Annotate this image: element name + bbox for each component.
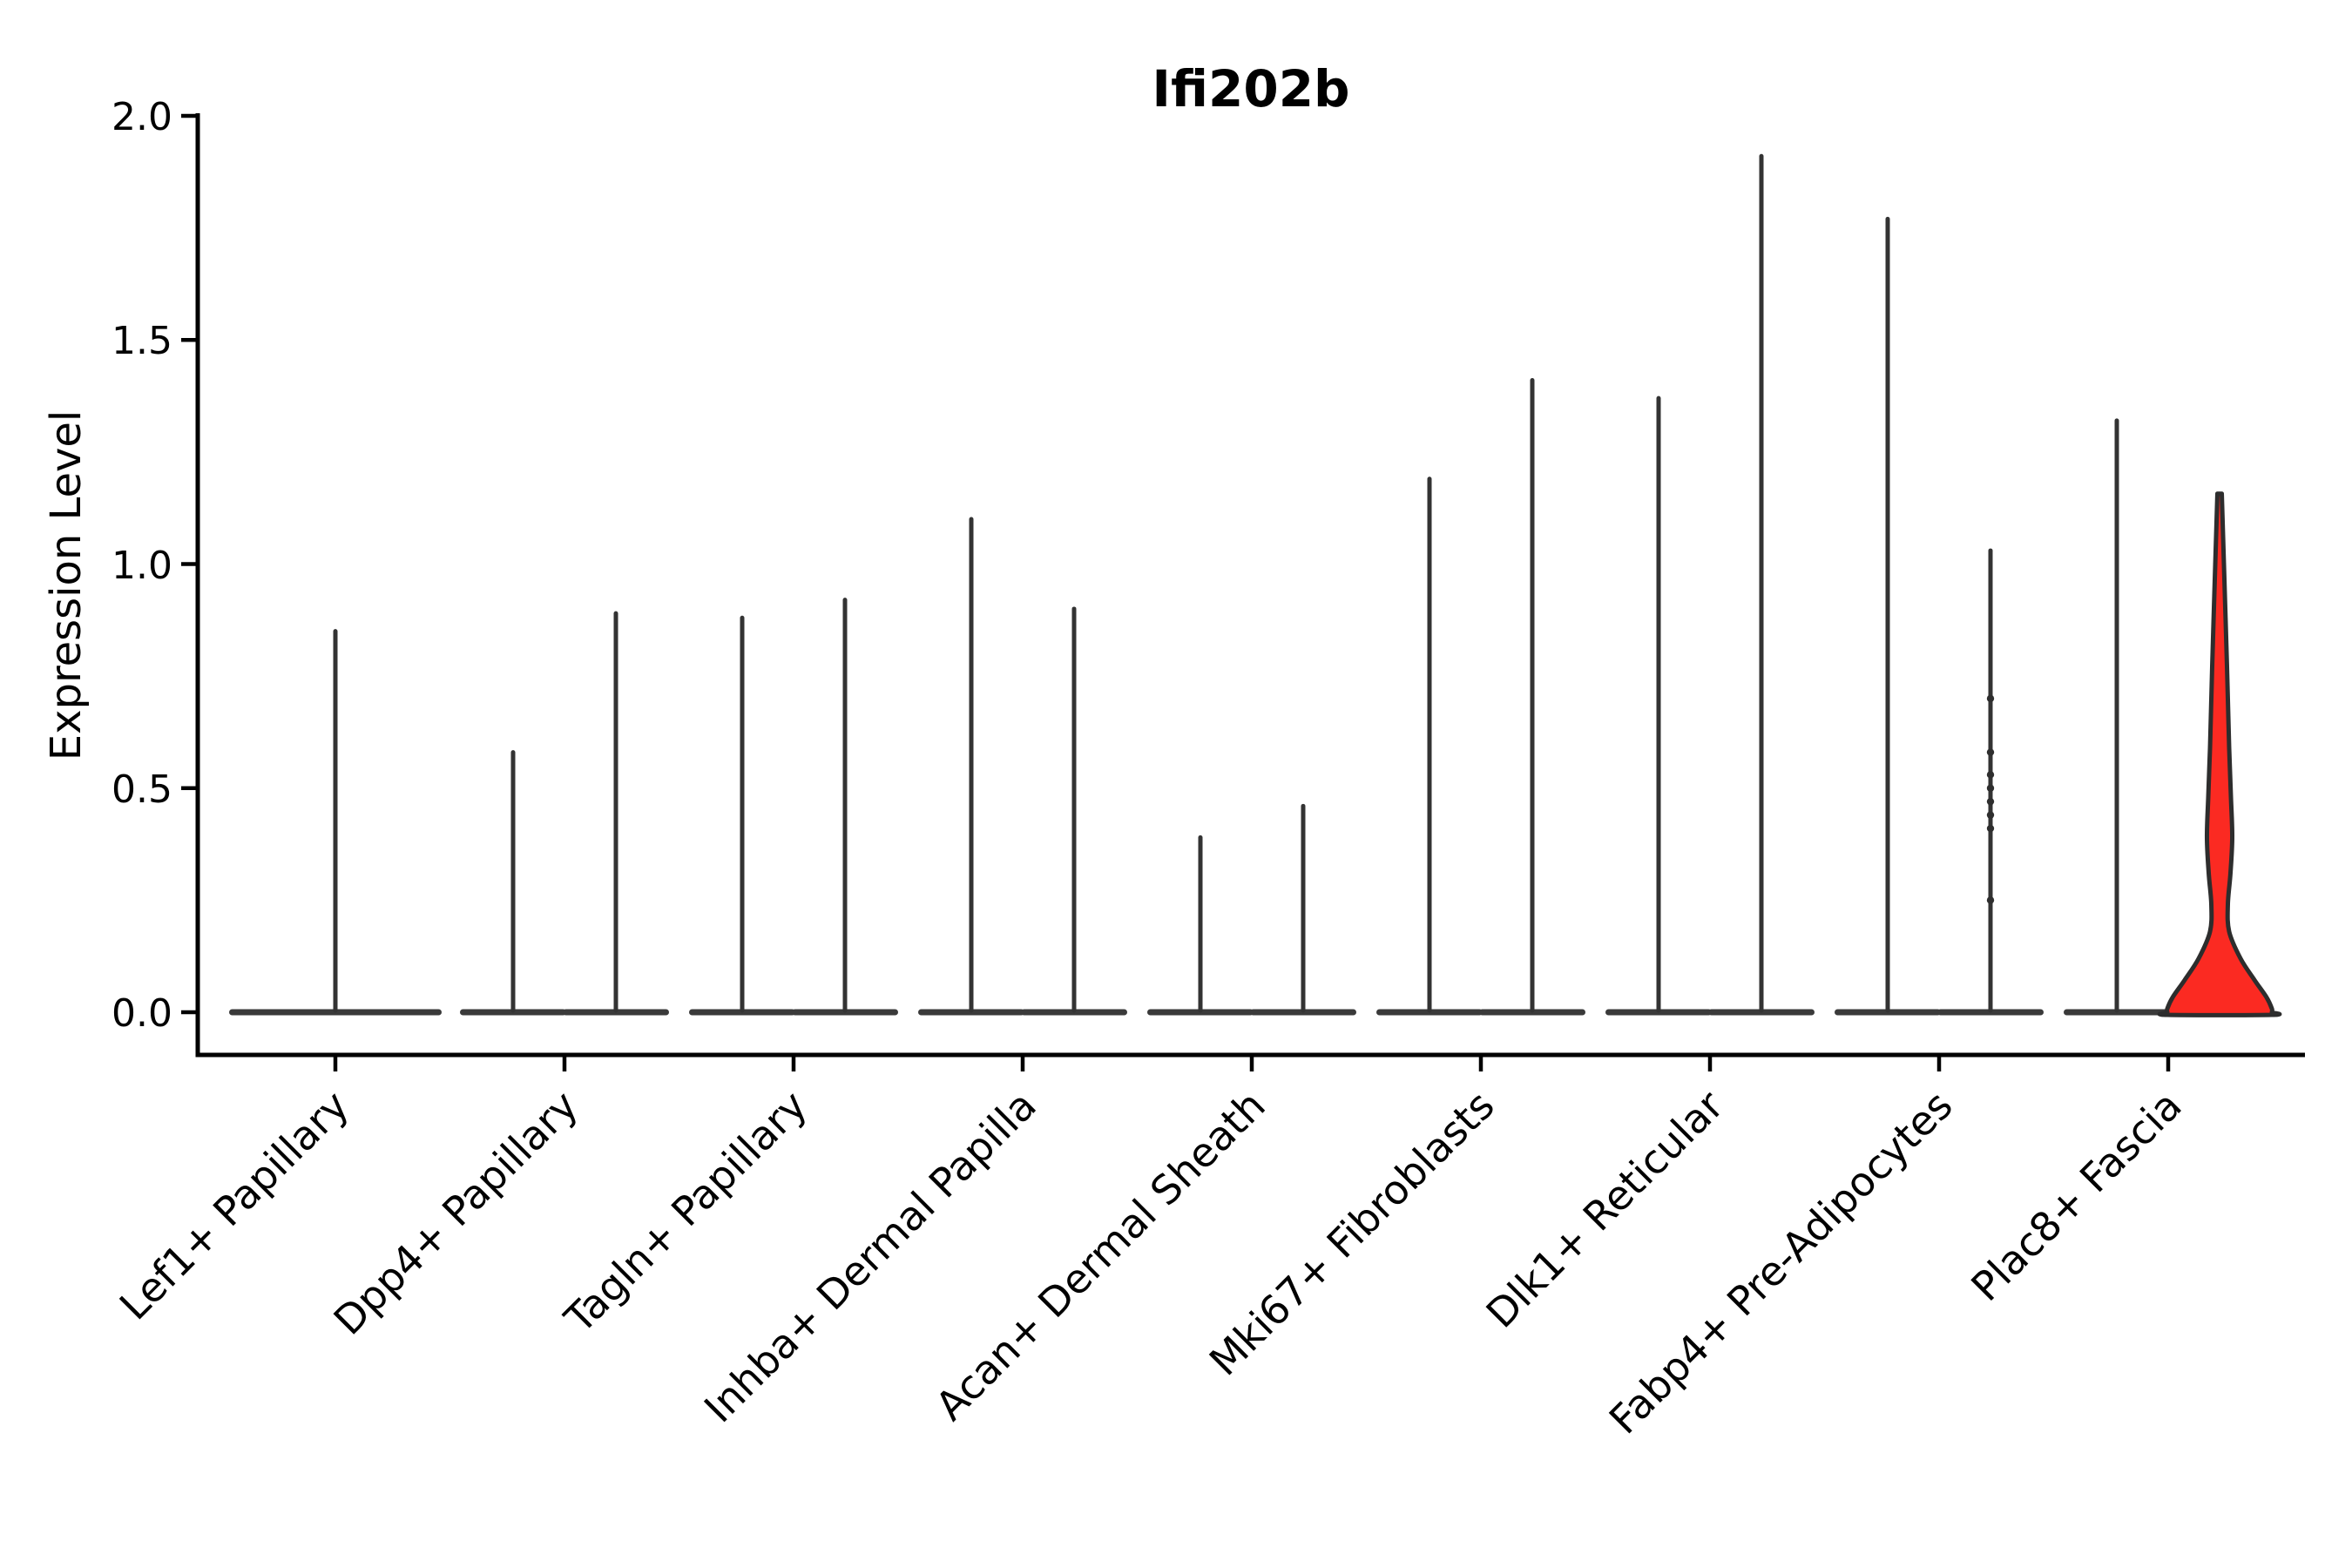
y-tick-label-0.0: 0.0 [112, 991, 172, 1036]
x-tick-label-lef1-papillary: Lef1+ Papillary [111, 1082, 358, 1329]
y-tick-label-1.5: 1.5 [112, 319, 172, 363]
y-axis-label: Expression Level [42, 410, 91, 761]
y-tick-label-1.0: 1.0 [112, 544, 172, 588]
y-tick-labels: 0.0 0.5 1.0 1.5 2.0 [112, 95, 172, 1036]
jitter-point [1986, 771, 1995, 779]
axis-layer [181, 113, 2305, 1071]
violin-layer [229, 153, 2282, 1017]
jitter-point [1986, 811, 1995, 819]
y-tick-label-0.5: 0.5 [112, 767, 172, 812]
violin-highlight-plac8-fascia [2157, 491, 2282, 1017]
jitter-point [1986, 784, 1995, 792]
x-tick-label-plac8-fascia: Plac8+ Fascia [1962, 1082, 2190, 1310]
y-tick-label-2.0: 2.0 [112, 95, 172, 139]
jitter-point [1986, 694, 1995, 703]
jitter-point [1986, 748, 1995, 756]
chart-title: Ifi202b [1152, 59, 1349, 118]
x-tick-label-dlk1-reticular: Dlk1+ Reticular [1477, 1082, 1733, 1337]
jitter-point [1986, 824, 1995, 833]
x-tick-labels: Lef1+ Papillary Dpp4+ Papillary Tagln+ P… [111, 1082, 2191, 1443]
jitter-point [1986, 797, 1995, 806]
x-tick-label-dpp4-papillary: Dpp4+ Papillary [325, 1082, 587, 1344]
jitter-point [1986, 896, 1995, 904]
x-tick-label-tagln-papillary: Tagln+ Papillary [555, 1082, 816, 1343]
